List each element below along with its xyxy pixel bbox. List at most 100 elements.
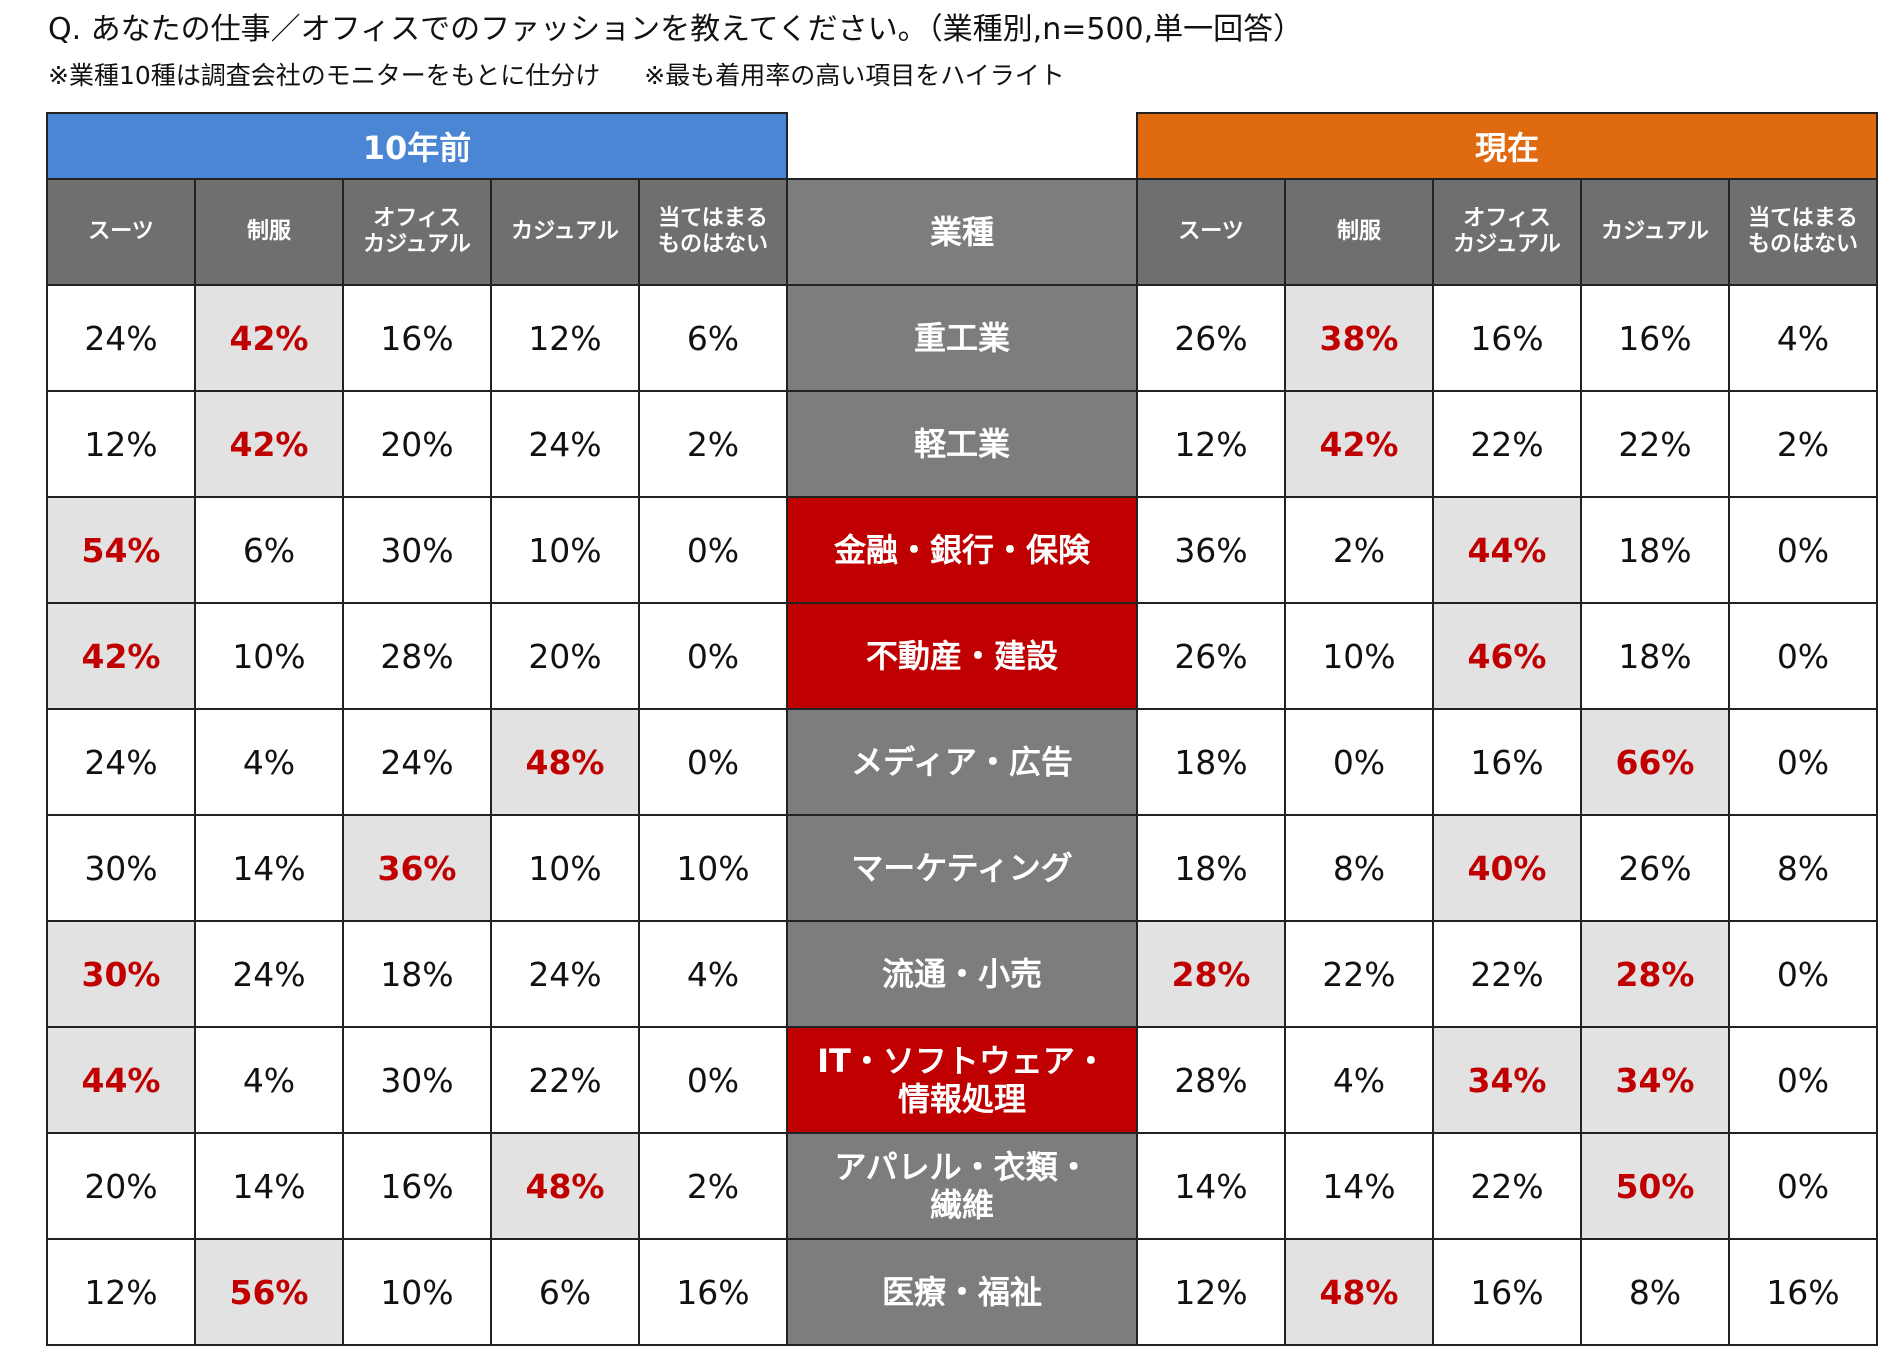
- value-cell-now-none: 2%: [1728, 390, 1878, 498]
- column-header-before-uniform: 制服: [194, 178, 344, 286]
- value-cell-before-uniform: 24%: [194, 920, 344, 1028]
- value-cell-before-casual: 24%: [490, 920, 640, 1028]
- industry-label: 重工業: [786, 284, 1138, 392]
- column-header-before-none: 当てはまる ものはない: [638, 178, 788, 286]
- value-cell-now-office-casual: 16%: [1432, 708, 1582, 816]
- value-cell-now-none: 0%: [1728, 602, 1878, 710]
- highlighted-cell-before-uniform: 42%: [194, 284, 344, 392]
- value-cell-now-none: 0%: [1728, 920, 1878, 1028]
- column-header-before-casual: カジュアル: [490, 178, 640, 286]
- value-cell-before-suit: 24%: [46, 708, 196, 816]
- value-cell-before-suit: 12%: [46, 1238, 196, 1346]
- column-header-row: スーツ 制服 オフィス カジュアル カジュアル 当てはまる ものはない 業種 スーツ 制服 オフィス…: [46, 178, 1878, 286]
- highlighted-cell-now-suit: 28%: [1136, 920, 1286, 1028]
- highlighted-cell-before-casual: 48%: [490, 708, 640, 816]
- highlighted-cell-now-casual: 66%: [1580, 708, 1730, 816]
- table-row: 24% 4% 24% 48% 0% メディア・広告 18% 0% 16% 66% 0%: [46, 708, 1878, 816]
- highlighted-cell-before-casual: 48%: [490, 1132, 640, 1240]
- highlighted-cell-before-suit: 54%: [46, 496, 196, 604]
- value-cell-before-uniform: 14%: [194, 1132, 344, 1240]
- value-cell-before-office-casual: 28%: [342, 602, 492, 710]
- table-row: 30% 24% 18% 24% 4% 流通・小売 28% 22% 22% 28% 0%: [46, 920, 1878, 1028]
- value-cell-before-none: 2%: [638, 1132, 788, 1240]
- value-cell-before-uniform: 14%: [194, 814, 344, 922]
- value-cell-before-uniform: 4%: [194, 708, 344, 816]
- value-cell-before-casual: 24%: [490, 390, 640, 498]
- group-now-header: 現在: [1136, 112, 1878, 180]
- highlighted-cell-before-office-casual: 36%: [342, 814, 492, 922]
- value-cell-now-office-casual: 16%: [1432, 1238, 1582, 1346]
- industry-label: 不動産・建設: [786, 602, 1138, 710]
- value-cell-now-suit: 18%: [1136, 708, 1286, 816]
- column-header-now-office-casual: オフィス カジュアル: [1432, 178, 1582, 286]
- highlighted-cell-now-office-casual: 44%: [1432, 496, 1582, 604]
- value-cell-now-office-casual: 16%: [1432, 284, 1582, 392]
- column-header-before-suit: スーツ: [46, 178, 196, 286]
- group-spacer: [787, 113, 1137, 179]
- value-cell-before-none: 0%: [638, 708, 788, 816]
- table-row: 12% 56% 10% 6% 16% 医療・福祉 12% 48% 16% 8% 16%: [46, 1238, 1878, 1346]
- industry-label: 金融・銀行・保険: [786, 496, 1138, 604]
- value-cell-now-none: 8%: [1728, 814, 1878, 922]
- question-title: Q. あなたの仕事／オフィスでのファッションを教えてください。（業種別,n=50…: [48, 12, 1304, 47]
- industry-label: 軽工業: [786, 390, 1138, 498]
- value-cell-before-office-casual: 20%: [342, 390, 492, 498]
- value-cell-before-none: 0%: [638, 496, 788, 604]
- value-cell-before-none: 16%: [638, 1238, 788, 1346]
- value-cell-before-office-casual: 16%: [342, 284, 492, 392]
- column-header-industry: 業種: [786, 178, 1138, 286]
- table-row: 44% 4% 30% 22% 0% IT・ソフトウェア・ 情報処理 28% 4% 34% 34% 0%: [46, 1026, 1878, 1134]
- value-cell-before-none: 0%: [638, 1026, 788, 1134]
- value-cell-before-none: 10%: [638, 814, 788, 922]
- value-cell-before-none: 0%: [638, 602, 788, 710]
- value-cell-before-none: 6%: [638, 284, 788, 392]
- value-cell-before-office-casual: 30%: [342, 1026, 492, 1134]
- value-cell-now-suit: 18%: [1136, 814, 1286, 922]
- table-row: 20% 14% 16% 48% 2% アパレル・衣類・ 繊維 14% 14% 22% 50% 0%: [46, 1132, 1878, 1240]
- highlighted-cell-now-uniform: 42%: [1284, 390, 1434, 498]
- industry-label: IT・ソフトウェア・ 情報処理: [786, 1026, 1138, 1134]
- industry-label: メディア・広告: [786, 708, 1138, 816]
- highlighted-cell-now-office-casual: 34%: [1432, 1026, 1582, 1134]
- column-header-before-office-casual: オフィス カジュアル: [342, 178, 492, 286]
- value-cell-before-suit: 12%: [46, 390, 196, 498]
- highlighted-cell-now-office-casual: 46%: [1432, 602, 1582, 710]
- value-cell-now-suit: 26%: [1136, 284, 1286, 392]
- value-cell-before-office-casual: 16%: [342, 1132, 492, 1240]
- table-row: 12% 42% 20% 24% 2% 軽工業 12% 42% 22% 22% 2%: [46, 390, 1878, 498]
- value-cell-now-none: 0%: [1728, 1132, 1878, 1240]
- value-cell-now-uniform: 0%: [1284, 708, 1434, 816]
- value-cell-now-casual: 16%: [1580, 284, 1730, 392]
- column-header-now-casual: カジュアル: [1580, 178, 1730, 286]
- value-cell-before-none: 4%: [638, 920, 788, 1028]
- value-cell-before-suit: 30%: [46, 814, 196, 922]
- highlighted-cell-now-casual: 50%: [1580, 1132, 1730, 1240]
- value-cell-before-suit: 20%: [46, 1132, 196, 1240]
- value-cell-now-suit: 28%: [1136, 1026, 1286, 1134]
- group-before-header: 10年前: [46, 112, 788, 180]
- fashion-by-industry-table: 10年前 現在 スーツ 制服 オフィス カジュアル カジュアル 当てはまる ものはない 業種ス…: [46, 112, 1878, 1346]
- value-cell-before-uniform: 10%: [194, 602, 344, 710]
- value-cell-now-casual: 22%: [1580, 390, 1730, 498]
- value-cell-before-casual: 20%: [490, 602, 640, 710]
- value-cell-now-office-casual: 22%: [1432, 920, 1582, 1028]
- value-cell-now-suit: 26%: [1136, 602, 1286, 710]
- note-highlight: ※最も着用率の高い項目をハイライト: [644, 61, 1065, 90]
- industry-label: 医療・福祉: [786, 1238, 1138, 1346]
- value-cell-now-uniform: 4%: [1284, 1026, 1434, 1134]
- column-header-now-suit: スーツ: [1136, 178, 1286, 286]
- value-cell-now-suit: 14%: [1136, 1132, 1286, 1240]
- value-cell-now-none: 0%: [1728, 708, 1878, 816]
- highlighted-cell-before-uniform: 42%: [194, 390, 344, 498]
- value-cell-now-none: 4%: [1728, 284, 1878, 392]
- highlighted-cell-now-casual: 34%: [1580, 1026, 1730, 1134]
- value-cell-now-none: 16%: [1728, 1238, 1878, 1346]
- value-cell-before-casual: 12%: [490, 284, 640, 392]
- value-cell-now-casual: 18%: [1580, 602, 1730, 710]
- notes: ※業種10種は調査会社のモニターをもとに仕分け ※最も着用率の高い項目をハイライト: [48, 58, 1065, 94]
- highlighted-cell-now-casual: 28%: [1580, 920, 1730, 1028]
- value-cell-before-office-casual: 10%: [342, 1238, 492, 1346]
- industry-label: アパレル・衣類・ 繊維: [786, 1132, 1138, 1240]
- highlighted-cell-now-uniform: 48%: [1284, 1238, 1434, 1346]
- industry-label: マーケティング: [786, 814, 1138, 922]
